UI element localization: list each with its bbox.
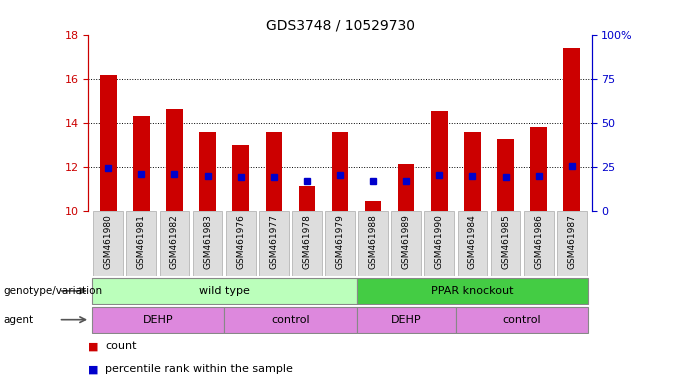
Text: wild type: wild type (199, 286, 250, 296)
Text: percentile rank within the sample: percentile rank within the sample (105, 364, 293, 374)
FancyBboxPatch shape (292, 211, 322, 276)
Bar (100, 75, 116, 211)
Text: agent: agent (3, 314, 33, 325)
Text: GSM461976: GSM461976 (236, 214, 245, 269)
Text: GSM461986: GSM461986 (534, 214, 543, 269)
Bar (166, 109, 183, 211)
FancyBboxPatch shape (458, 211, 488, 276)
Text: genotype/variation: genotype/variation (3, 286, 103, 296)
Text: GSM461980: GSM461980 (104, 214, 113, 269)
Text: GSM461983: GSM461983 (203, 214, 212, 269)
FancyBboxPatch shape (160, 211, 189, 276)
Text: GSM461987: GSM461987 (567, 214, 576, 269)
Text: GSM461977: GSM461977 (269, 214, 278, 269)
Bar (497, 139, 514, 211)
FancyBboxPatch shape (456, 307, 588, 333)
Bar (299, 186, 315, 211)
Bar (133, 116, 150, 211)
Text: GSM461988: GSM461988 (369, 214, 377, 269)
FancyBboxPatch shape (325, 211, 355, 276)
Text: control: control (503, 314, 541, 325)
Text: ■: ■ (88, 364, 99, 374)
Bar (199, 132, 216, 211)
FancyBboxPatch shape (524, 211, 554, 276)
Text: GSM461978: GSM461978 (303, 214, 311, 269)
Title: GDS3748 / 10529730: GDS3748 / 10529730 (265, 18, 415, 32)
FancyBboxPatch shape (192, 211, 222, 276)
FancyBboxPatch shape (126, 211, 156, 276)
FancyBboxPatch shape (391, 211, 421, 276)
Text: count: count (105, 341, 137, 351)
Bar (431, 111, 447, 211)
Bar (530, 127, 547, 211)
Text: DEHP: DEHP (391, 314, 422, 325)
Bar (365, 201, 381, 211)
FancyBboxPatch shape (557, 211, 587, 276)
Text: GSM461981: GSM461981 (137, 214, 146, 269)
Text: PPAR knockout: PPAR knockout (431, 286, 513, 296)
FancyBboxPatch shape (356, 307, 456, 333)
FancyBboxPatch shape (226, 211, 256, 276)
Text: GSM461985: GSM461985 (501, 214, 510, 269)
Bar (265, 132, 282, 211)
FancyBboxPatch shape (424, 211, 454, 276)
FancyBboxPatch shape (356, 278, 588, 304)
Bar (464, 132, 481, 211)
FancyBboxPatch shape (92, 307, 224, 333)
FancyBboxPatch shape (224, 307, 356, 333)
FancyBboxPatch shape (358, 211, 388, 276)
Text: DEHP: DEHP (143, 314, 173, 325)
Text: GSM461990: GSM461990 (435, 214, 444, 269)
Bar (398, 164, 415, 211)
Bar (332, 132, 348, 211)
FancyBboxPatch shape (491, 211, 520, 276)
FancyBboxPatch shape (93, 211, 123, 276)
Text: GSM461989: GSM461989 (402, 214, 411, 269)
Text: GSM461984: GSM461984 (468, 214, 477, 269)
Bar (233, 145, 249, 211)
FancyBboxPatch shape (259, 211, 289, 276)
Text: control: control (271, 314, 309, 325)
Bar (564, 48, 580, 211)
Text: GSM461982: GSM461982 (170, 214, 179, 269)
Text: GSM461979: GSM461979 (335, 214, 345, 269)
Text: ■: ■ (88, 341, 99, 351)
FancyBboxPatch shape (92, 278, 356, 304)
